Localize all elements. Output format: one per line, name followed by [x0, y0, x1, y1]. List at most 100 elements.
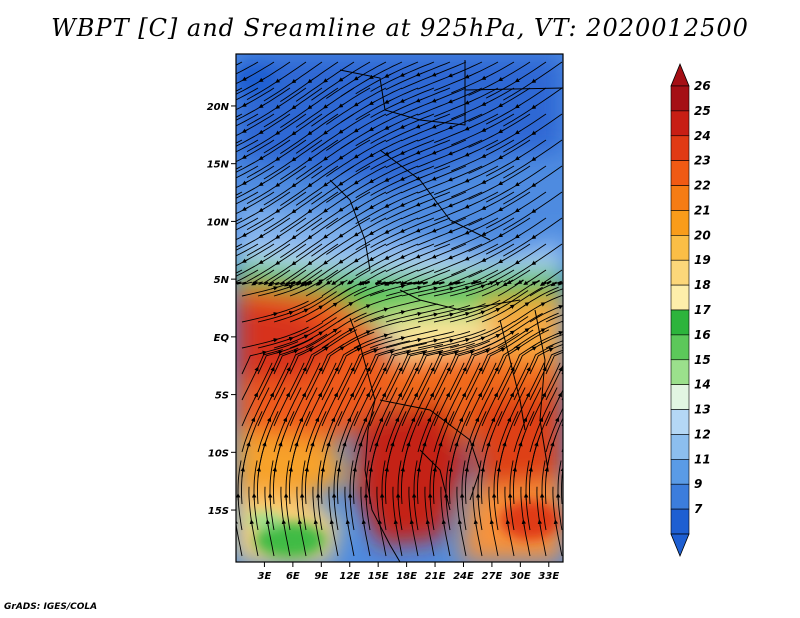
streamline-arrow — [447, 281, 455, 286]
streamline-arrow — [307, 104, 314, 110]
streamline-arrow — [544, 466, 550, 475]
streamline-arrow — [250, 417, 256, 424]
streamline-arrow — [464, 100, 472, 105]
latitude-axis: 20N 15N 10N 5N EQ 5S 10S 15S — [207, 102, 236, 517]
colorbar-max-arrow — [670, 62, 690, 87]
streamline-arrow — [368, 256, 376, 261]
streamline-arrow — [353, 128, 361, 133]
streamline-arrow — [322, 182, 330, 187]
streamline-arrow — [267, 281, 275, 287]
streamline-arrow — [461, 392, 466, 399]
streamline-arrow — [446, 366, 451, 374]
streamline-arrow — [441, 519, 447, 527]
streamline — [561, 422, 563, 427]
colorbar-swatch — [670, 483, 690, 510]
streamline-arrow — [241, 76, 249, 81]
streamline-arrow — [435, 350, 444, 356]
streamline-arrow — [371, 348, 379, 354]
streamline-arrow — [493, 334, 501, 339]
streamline-arrow — [508, 304, 515, 309]
streamline-arrow — [381, 333, 389, 338]
streamline-arrow — [302, 334, 309, 339]
streamline-arrow — [490, 417, 496, 424]
lat-tick-label: 20N — [207, 102, 230, 113]
streamline-arrow — [477, 392, 482, 399]
streamline-arrow — [307, 182, 314, 188]
lat-tick-label: EQ — [214, 333, 230, 344]
streamline-arrow — [210, 231, 215, 233]
streamline-arrow — [480, 466, 486, 475]
streamline-arrow — [275, 260, 282, 265]
streamline-arrow — [521, 519, 527, 527]
streamline — [561, 466, 563, 479]
streamline — [236, 217, 259, 231]
streamline-arrow — [333, 392, 338, 399]
streamline-arrow — [258, 233, 266, 238]
streamline-arrow — [393, 519, 399, 527]
streamline-arrow — [241, 128, 249, 133]
streamline-arrow — [431, 124, 439, 129]
streamline-arrow — [384, 203, 391, 208]
lat-tick-label: 5S — [215, 391, 229, 402]
streamline-arrow — [464, 152, 472, 157]
streamline-arrow — [539, 281, 547, 287]
colorbar-label: 9 — [694, 477, 702, 491]
streamline-arrow — [419, 350, 428, 356]
streamline-arrow — [270, 366, 275, 374]
streamline-arrow — [399, 202, 407, 207]
streamline-arrow — [316, 331, 324, 336]
streamline-arrow — [338, 259, 345, 264]
lon-tick-label: 27E — [482, 571, 503, 582]
lon-tick-label: 15E — [368, 571, 389, 582]
streamline — [236, 521, 243, 557]
streamline-arrow — [431, 228, 439, 233]
streamline — [236, 243, 243, 248]
streamline-arrow — [210, 75, 215, 77]
streamline-arrow — [241, 258, 249, 263]
streamline-arrow — [489, 519, 495, 527]
streamline-arrow — [531, 104, 538, 110]
streamline-arrow — [574, 284, 579, 285]
streamline-arrow — [338, 155, 345, 160]
colorbar-label: 7 — [694, 502, 703, 516]
streamline-arrow — [336, 466, 342, 475]
streamline — [561, 295, 563, 297]
streamline-arrow — [291, 208, 298, 214]
streamline-arrow — [320, 466, 326, 475]
lat-tick-label: 15N — [207, 160, 230, 171]
streamline-arrow — [353, 76, 361, 81]
streamline-arrow — [315, 281, 322, 286]
streamline-arrow — [400, 466, 406, 475]
lon-tick-label: 3E — [258, 571, 272, 582]
streamline-arrow — [493, 308, 501, 313]
streamline-arrow — [331, 280, 338, 285]
streamline — [236, 139, 259, 153]
colorbar-label: 11 — [694, 452, 711, 466]
streamline-arrow — [470, 280, 478, 285]
streamline-arrow — [275, 156, 282, 161]
streamline — [236, 243, 259, 257]
streamline-arrow — [346, 417, 352, 424]
colorbar-swatch — [670, 210, 690, 236]
streamline-arrow — [364, 304, 371, 309]
streamline-arrow — [474, 417, 480, 424]
streamline-arrow — [210, 127, 215, 129]
streamline-arrow — [330, 417, 336, 424]
streamline-arrow — [462, 337, 471, 343]
streamline-arrow — [322, 130, 330, 135]
streamline-arrow — [338, 77, 345, 82]
colorbar-swatch — [670, 85, 690, 112]
map-title: WBPT [C] and Sreamline at 925hPa, VT: 20… — [51, 14, 749, 42]
streamline — [561, 347, 563, 349]
streamline-arrow — [539, 302, 546, 307]
streamline-arrow — [528, 466, 534, 475]
streamline-arrow — [568, 444, 569, 449]
streamline-arrow — [415, 254, 423, 259]
streamline-arrow — [291, 130, 298, 136]
streamline-arrow — [462, 285, 471, 291]
streamline-arrow — [322, 208, 330, 213]
colorbar-label: 14 — [694, 378, 711, 392]
streamline-arrow — [445, 392, 450, 399]
streamline-arrow — [525, 392, 530, 399]
colorbar-label: 23 — [694, 154, 711, 168]
